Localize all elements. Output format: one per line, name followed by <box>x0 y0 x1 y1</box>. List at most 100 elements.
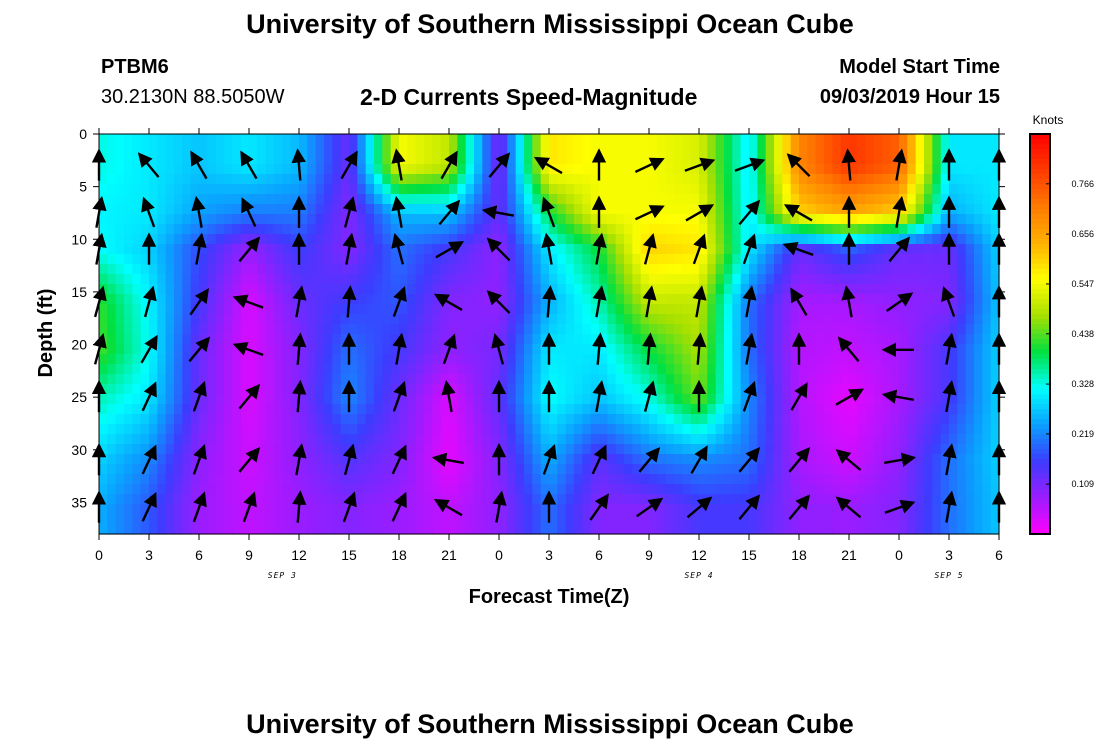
heat-cell <box>707 514 717 525</box>
heat-cell <box>140 324 150 335</box>
heat-cell <box>799 214 808 225</box>
heat-cell <box>590 214 600 225</box>
heat-cell <box>932 394 942 405</box>
heat-cell <box>907 154 917 165</box>
heat-cell <box>965 444 975 455</box>
heat-cell <box>140 174 150 185</box>
heat-cell <box>382 494 392 505</box>
heat-cell <box>382 394 392 405</box>
heat-cell <box>399 254 408 265</box>
heat-cell <box>307 234 317 245</box>
heat-cell <box>265 244 275 255</box>
heat-cell <box>415 484 425 495</box>
heat-cell <box>440 184 450 195</box>
heat-cell <box>357 514 367 525</box>
heat-cell <box>649 274 658 285</box>
heat-cell <box>574 204 583 215</box>
heat-cell <box>499 524 508 535</box>
colorbar-segment <box>1030 504 1050 510</box>
heat-cell <box>190 334 200 345</box>
heat-cell <box>682 274 692 285</box>
heat-cell <box>640 164 650 175</box>
heat-cell <box>582 434 592 445</box>
heat-cell <box>624 444 633 455</box>
heat-cell <box>565 274 575 285</box>
heat-cell <box>424 214 433 225</box>
heat-cell <box>824 494 833 505</box>
heat-cell <box>774 324 783 335</box>
heat-cell <box>832 504 842 515</box>
heat-cell <box>399 184 408 195</box>
heat-cell <box>599 274 608 285</box>
heat-cell <box>115 284 125 295</box>
heat-cell <box>782 324 792 335</box>
heat-cell <box>574 254 583 265</box>
heat-cell <box>815 524 825 535</box>
heat-cell <box>457 514 467 525</box>
heat-cell <box>349 144 358 155</box>
heat-cell <box>132 344 142 355</box>
heat-cell <box>640 424 650 435</box>
heat-cell <box>790 254 800 265</box>
heat-cell <box>632 344 642 355</box>
heat-cell <box>399 174 408 185</box>
current-vector <box>692 233 707 265</box>
heat-cell <box>574 304 583 315</box>
heat-cell <box>732 414 742 425</box>
heat-cell <box>249 314 258 325</box>
heat-cell <box>315 344 325 355</box>
heat-cell <box>532 294 542 305</box>
heat-cell <box>332 434 342 445</box>
heat-cell <box>682 404 692 415</box>
heat-cell <box>949 374 958 385</box>
heat-cell <box>440 394 450 405</box>
heat-cell <box>915 454 925 465</box>
heat-cell <box>632 194 642 205</box>
heat-cell <box>907 174 917 185</box>
heat-cell <box>924 524 933 535</box>
heat-cell <box>415 204 425 215</box>
heat-cell <box>615 514 625 525</box>
heat-cell <box>899 434 908 445</box>
heat-cell <box>582 514 592 525</box>
heat-cell <box>624 264 633 275</box>
heat-cell <box>632 204 642 215</box>
heat-cell <box>799 364 808 375</box>
heat-cell <box>482 324 492 335</box>
heat-cell <box>774 304 783 315</box>
heat-cell <box>982 414 992 425</box>
current-vector <box>835 388 865 406</box>
heat-cell <box>524 434 533 445</box>
heat-cell <box>99 144 108 155</box>
heat-cell <box>907 144 917 155</box>
heat-cell <box>890 304 900 315</box>
heat-cell <box>574 444 583 455</box>
heat-cell <box>457 404 467 415</box>
heat-cell <box>657 504 667 515</box>
heat-cell <box>315 354 325 365</box>
heat-cell <box>974 484 983 495</box>
heat-cell <box>524 354 533 365</box>
colorbar-segment <box>1030 239 1050 245</box>
heat-cell <box>499 224 508 235</box>
heat-cell <box>482 264 492 275</box>
current-vector <box>884 499 916 514</box>
heat-cell <box>582 234 592 245</box>
heat-cell <box>857 464 867 475</box>
heat-cell <box>799 134 808 145</box>
heat-cell <box>832 174 842 185</box>
heat-cell <box>874 184 883 195</box>
heat-cell <box>749 144 758 155</box>
heat-cell <box>407 484 417 495</box>
heat-cell <box>982 484 992 495</box>
colorbar-segment <box>1030 319 1050 325</box>
heat-cell <box>932 144 942 155</box>
heat-cell <box>924 294 933 305</box>
heat-cell <box>699 324 708 335</box>
heat-cell <box>649 374 658 385</box>
heat-cell <box>274 514 283 525</box>
heat-cell <box>232 244 242 255</box>
heat-cell <box>274 404 283 415</box>
heat-cell <box>382 464 392 475</box>
